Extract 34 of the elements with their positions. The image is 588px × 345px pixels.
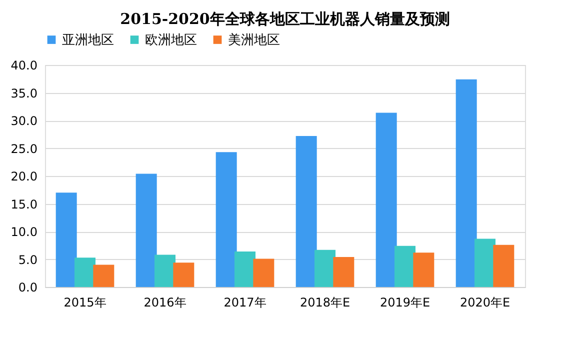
x-tick-label: 2018年E	[300, 296, 350, 310]
bar	[216, 152, 237, 287]
bar	[296, 136, 317, 287]
y-tick-label: 20.0	[10, 170, 38, 184]
bar	[413, 252, 434, 287]
legend-label: 美洲地区	[228, 32, 280, 48]
y-tick-label: 0.0	[18, 280, 38, 294]
bar	[493, 244, 514, 287]
x-tick-label: 2016年	[144, 296, 186, 310]
y-tick-label: 5.0	[18, 252, 38, 267]
bar	[93, 264, 114, 287]
bar	[154, 254, 176, 287]
x-tick-label: 2017年	[224, 296, 266, 310]
y-tick-label: 10.0	[10, 225, 38, 239]
bar	[136, 174, 157, 287]
chart-title: 2015-2020年全球各地区工业机器人销量及预测	[120, 10, 450, 28]
bar	[173, 262, 194, 287]
y-tick-label: 35.0	[10, 86, 38, 100]
legend-label: 亚洲地区	[62, 32, 114, 48]
bar	[56, 192, 77, 287]
y-tick-label: 40.0	[10, 58, 38, 72]
bar	[253, 258, 274, 287]
bar	[376, 112, 397, 287]
x-tick-label: 2020年E	[460, 296, 510, 310]
y-tick-label: 30.0	[10, 114, 38, 128]
bar	[74, 258, 96, 287]
bar	[234, 251, 256, 287]
y-tick-label: 15.0	[10, 197, 38, 212]
x-tick-label: 2019年E	[380, 296, 430, 310]
bar	[456, 79, 477, 287]
bar	[333, 257, 354, 287]
y-tick-label: 25.0	[10, 142, 38, 156]
x-tick-label: 2015年	[64, 296, 106, 310]
legend-label: 欧洲地区	[145, 32, 197, 48]
